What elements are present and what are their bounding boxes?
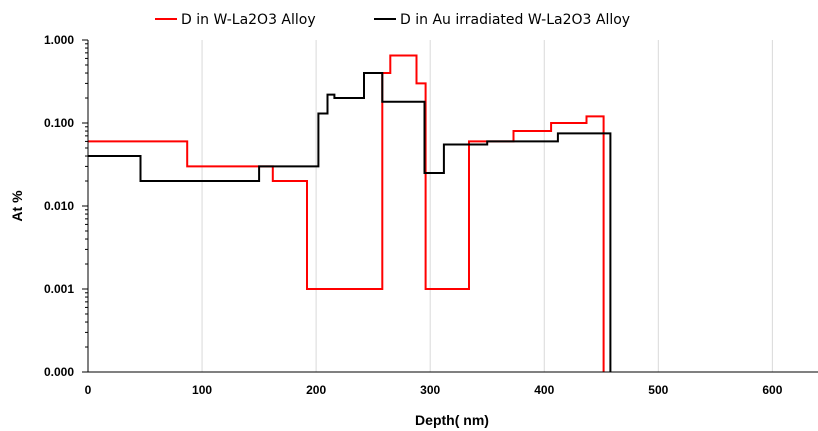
x-tick-label: 300 [420,383,440,397]
y-axis-title: At % [9,190,25,222]
x-axis-title: Depth( nm) [415,412,489,428]
series-line-2 [88,72,612,372]
x-tick-label: 400 [534,383,554,397]
legend-label-series-2: D in Au irradiated W-La2O3 Alloy [400,12,630,28]
series-layer [88,54,612,372]
legend: D in W-La2O3 Alloy D in Au irradiated W-… [155,12,630,28]
x-tick-label: 600 [762,383,782,397]
y-tick-label: 0.010 [44,199,74,213]
y-tick-label: 0.100 [44,116,74,130]
x-tick-label: 0 [85,383,92,397]
gridlines [201,40,773,372]
axes [82,39,818,373]
x-tick-label: 100 [192,383,212,397]
x-tick-label: 500 [648,383,668,397]
y-tick-label: 1.000 [44,33,74,47]
series-line-1 [88,54,605,372]
tick-labels: 0 100 200 300 400 500 600 0.000 0.001 0.010 0.100 1… [44,33,783,397]
y-tick-label: 0.000 [44,365,74,379]
x-tick-label: 200 [306,383,326,397]
y-tick-label: 0.001 [44,282,74,296]
legend-label-series-1: D in W-La2O3 Alloy [181,12,316,28]
